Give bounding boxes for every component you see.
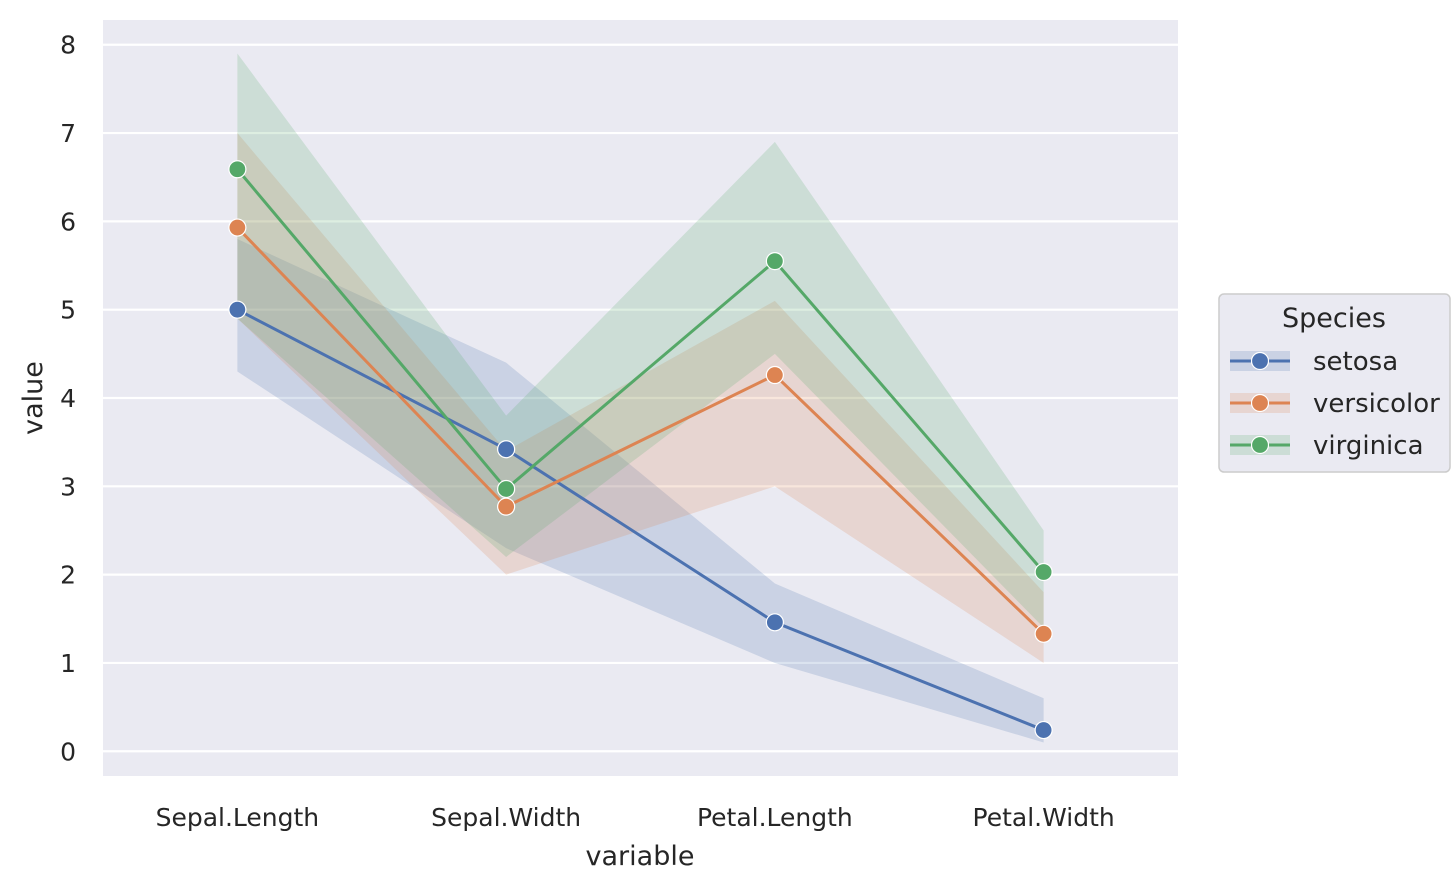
y-tick-label: 8 [60,31,76,60]
data-point-virginica [1034,562,1053,582]
series-line-virginica [236,168,1045,573]
data-point-versicolor [497,497,516,516]
confidence-band-virginica [237,53,1044,628]
y-tick-label: 0 [60,737,76,766]
y-tick-label: 5 [60,296,76,325]
x-tick-labels: Sepal.Length Sepal.Width Petal.Length Petal… [156,803,1115,832]
data-point-versicolor [765,365,784,385]
legend-item-virginica: virginica [1230,431,1424,461]
data-point-setosa [765,613,784,632]
series-points [228,160,1053,740]
data-point-versicolor [1034,624,1053,643]
y-tick-label: 3 [60,472,76,501]
legend-marker [1250,435,1270,455]
data-point-versicolor [228,218,247,237]
confidence-band-versicolor [237,133,1044,663]
y-tick-label: 1 [60,649,76,678]
data-point-virginica [765,252,784,271]
legend-title: Species [1282,303,1386,334]
data-point-virginica [497,479,516,499]
legend-label: versicolor [1313,389,1440,419]
legend-label: virginica [1313,431,1424,461]
y-tick-label: 6 [60,207,76,236]
x-tick-label: Sepal.Length [156,803,320,832]
series-lines [236,168,1045,732]
confidence-bands [237,53,1044,743]
data-point-virginica [228,160,247,179]
legend-item-setosa: setosa [1230,347,1398,377]
x-tick-label: Petal.Width [973,803,1115,832]
y-tick-label: 2 [60,561,76,590]
y-tick-label: 4 [60,384,76,413]
data-point-setosa [228,300,247,319]
legend-marker [1250,393,1270,413]
legend-marker [1250,351,1270,371]
x-tick-label: Sepal.Width [431,803,581,832]
x-axis-label: variable [586,841,695,872]
legend-item-versicolor: versicolor [1230,389,1440,419]
y-axis-label: value [18,361,49,435]
series-line-setosa [236,308,1045,732]
confidence-band-setosa [237,239,1044,743]
legend-items: setosa versicolor virginica [1230,347,1440,461]
data-point-setosa [497,440,516,459]
legend-box [1218,293,1451,473]
data-point-setosa [1034,720,1053,740]
gridlines [103,43,1178,753]
x-tick-label: Petal.Length [697,803,853,832]
y-tick-labels: 0 1 2 3 4 5 6 7 8 [60,31,76,767]
legend-label: setosa [1313,347,1398,377]
series-line-versicolor [236,226,1045,635]
y-tick-label: 7 [60,119,76,148]
legend: Species setosa versicolor virginica [1218,293,1451,473]
